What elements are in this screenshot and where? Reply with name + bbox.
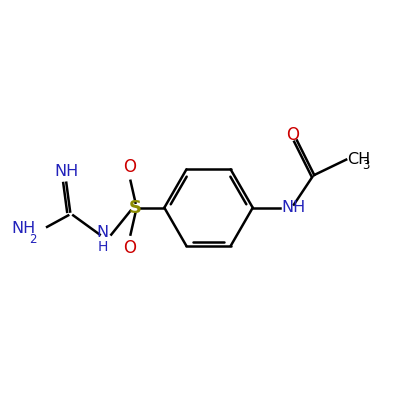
- Text: CH: CH: [347, 152, 370, 167]
- Text: S: S: [129, 199, 142, 217]
- Text: N: N: [97, 225, 109, 240]
- Text: NH: NH: [11, 221, 36, 236]
- Text: NH: NH: [282, 200, 306, 215]
- Text: O: O: [123, 239, 136, 257]
- Text: 2: 2: [29, 233, 36, 246]
- Text: O: O: [286, 126, 299, 144]
- Text: H: H: [98, 240, 108, 254]
- Text: O: O: [123, 158, 136, 176]
- Text: 3: 3: [362, 159, 370, 172]
- Text: NH: NH: [54, 164, 78, 179]
